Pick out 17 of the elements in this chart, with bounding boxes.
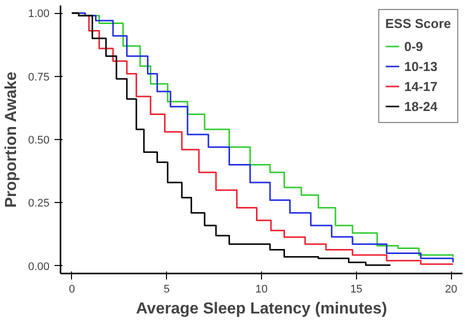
legend-label: 10-13 <box>404 58 438 74</box>
legend-label: 18-24 <box>404 98 438 114</box>
x-tick-label: 10 <box>255 284 268 296</box>
x-tick-label: 20 <box>445 284 458 296</box>
legend-label: 14-17 <box>404 78 438 94</box>
y-axis-title: Proportion Awake <box>3 72 20 208</box>
y-tick-label: 0.00 <box>28 260 50 273</box>
x-tick-label: 5 <box>164 284 170 296</box>
legend-label: 0-9 <box>404 38 424 54</box>
x-tick-label: 15 <box>350 284 362 296</box>
y-tick-label: 0.25 <box>28 198 50 210</box>
y-tick-label: 0.75 <box>28 71 50 84</box>
x-tick-label: 0 <box>68 284 75 296</box>
x-axis-title: Average Sleep Latency (minutes) <box>136 300 388 318</box>
legend-title: ESS Score <box>385 16 451 31</box>
y-tick-label: 0.50 <box>28 134 50 146</box>
y-tick-label: 1.00 <box>28 8 50 20</box>
